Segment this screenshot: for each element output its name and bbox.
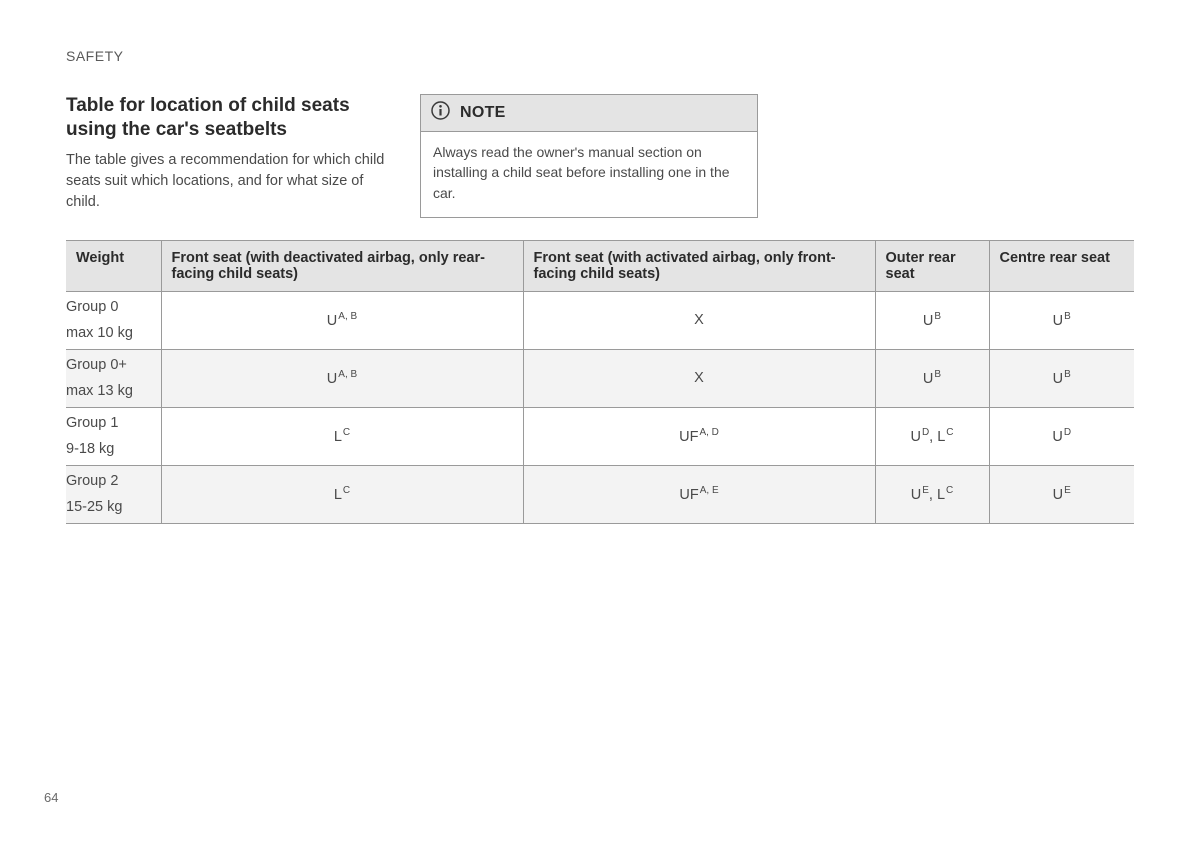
weight-range: max 10 kg [66,325,133,341]
table-row: Group 0max 10 kgUA, BXUBUB [66,291,1134,349]
info-icon [431,101,450,125]
value-cell: UFA, E [523,465,875,523]
col-header-centre-rear: Centre rear seat [989,240,1134,291]
note-label: NOTE [460,104,506,122]
value-cell: UA, B [161,291,523,349]
value-cell: UE [989,465,1134,523]
weight-range: 15-25 kg [66,499,122,515]
value-cell: X [523,291,875,349]
col-header-front-deactivated: Front seat (with deactivated airbag, onl… [161,240,523,291]
table-row: Group 2 15-25 kg LCUFA, EUE, LCUE [66,465,1134,523]
weight-group: Group 2 [66,473,118,489]
value-cell: LC [161,465,523,523]
weight-cell: Group 0 max 10 kg [66,291,161,349]
table-row: Group 1 9-18 kg LCUFA, DUD, LCUD [66,407,1134,465]
weight-range: 9-18 kg [66,441,114,457]
note-box: NOTE Always read the owner's manual sect… [420,94,758,218]
weight-cell: Group 2 15-25 kg [66,465,161,523]
table-header-row: Weight Front seat (with deactivated airb… [66,240,1134,291]
weight-group: Group 0 [66,299,118,315]
page-number: 64 [44,790,58,805]
value-cell: UD [989,407,1134,465]
value-cell: UFA, D [523,407,875,465]
weight-range: max 13 kg [66,383,133,399]
weight-group: Group 1 [66,415,118,431]
weight-group: Group 0+ [66,357,127,373]
value-cell: UE, LC [875,465,989,523]
col-header-weight: Weight [66,240,161,291]
value-cell: X [523,349,875,407]
weight-cell: Group 0+ max 13 kg [66,349,161,407]
value-cell: LC [161,407,523,465]
weight-cell: Group 1 9-18 kg [66,407,161,465]
section-label: SAFETY [66,48,1134,64]
intro-row: Table for location of child seats using … [66,94,1134,218]
intro-paragraph: The table gives a recommendation for whi… [66,150,386,213]
note-body: Always read the owner's manual section o… [421,132,757,217]
intro-title: Table for location of child seats using … [66,94,386,142]
col-header-outer-rear: Outer rear seat [875,240,989,291]
value-cell: UB [989,291,1134,349]
intro-text: Table for location of child seats using … [66,94,386,213]
value-cell: UB [875,349,989,407]
value-cell: UB [989,349,1134,407]
col-header-front-activated: Front seat (with activated airbag, only … [523,240,875,291]
value-cell: UA, B [161,349,523,407]
value-cell: UB [875,291,989,349]
value-cell: UD, LC [875,407,989,465]
note-head: NOTE [421,95,757,132]
table-row: Group 0+max 13 kgUA, BXUBUB [66,349,1134,407]
child-seat-table: Weight Front seat (with deactivated airb… [66,240,1134,524]
